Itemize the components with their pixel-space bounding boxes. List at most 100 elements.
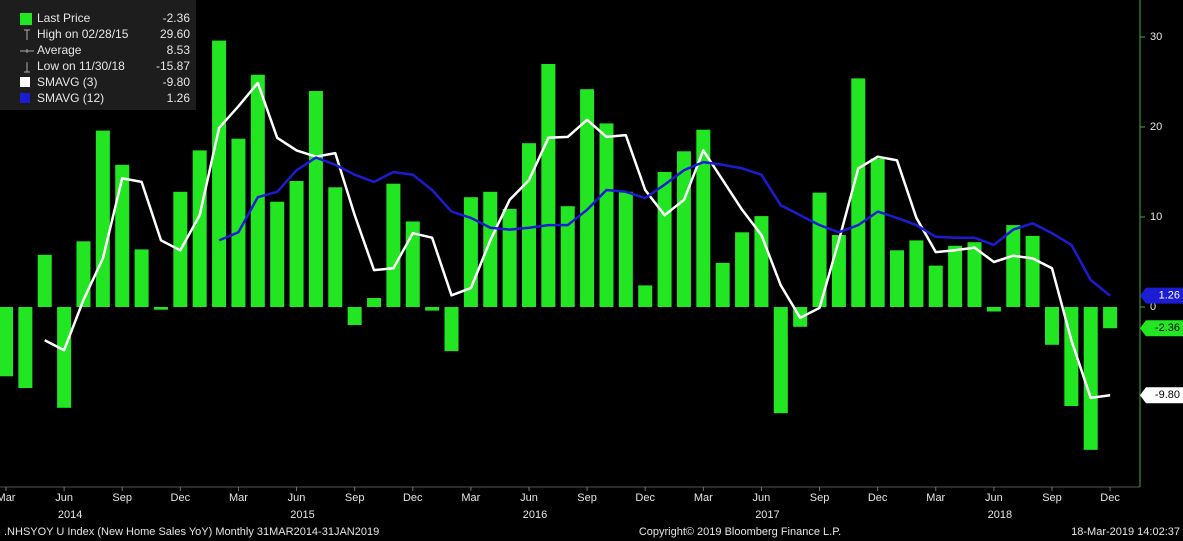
bar [444, 307, 459, 352]
bar [405, 221, 420, 307]
legend-label: Low on 11/30/18 [37, 59, 125, 73]
bar [153, 307, 168, 310]
legend-swatch [20, 77, 30, 87]
bar [986, 307, 1001, 312]
legend-label: Average [37, 43, 82, 57]
bar [192, 150, 207, 307]
x-tick-label: Dec [1100, 492, 1120, 504]
x-tick-label: Dec [868, 492, 888, 504]
bar [483, 191, 498, 307]
year-label: 2018 [988, 509, 1012, 521]
x-tick-label: Mar [926, 492, 945, 504]
bar [560, 206, 575, 307]
bar [1006, 225, 1021, 307]
bar [95, 130, 110, 307]
footer-left: .NHSYOY U Index (New Home Sales YoY) Mon… [4, 526, 379, 538]
legend-icon [24, 29, 30, 40]
bar [948, 245, 963, 307]
bar [696, 129, 711, 307]
x-tick-label: Mar [694, 492, 713, 504]
legend-value: 29.60 [160, 27, 190, 41]
bar [1025, 235, 1040, 307]
bar [386, 183, 401, 307]
y-tick-label: 10 [1150, 211, 1162, 223]
bar [909, 240, 924, 307]
bar [890, 250, 905, 307]
bar [715, 262, 730, 307]
legend-swatch [20, 13, 32, 25]
x-tick-label: Dec [171, 492, 191, 504]
bar [134, 249, 149, 307]
bar [502, 208, 517, 307]
legend-label: Last Price [37, 11, 91, 25]
x-tick-label: Jun [520, 492, 538, 504]
year-label: 2016 [523, 509, 547, 521]
bar [1103, 307, 1118, 329]
x-tick-label: Sep [1042, 492, 1062, 504]
bar [347, 307, 362, 325]
bar [773, 307, 788, 414]
bar [250, 74, 265, 307]
bar [1083, 307, 1098, 450]
legend-value: 1.26 [167, 91, 191, 105]
legend-label: High on 02/28/15 [37, 27, 129, 41]
bar [618, 191, 633, 307]
legend-swatch [20, 93, 30, 103]
legend-box [0, 0, 196, 110]
bar [231, 138, 246, 307]
x-tick-label: Mar [0, 492, 16, 504]
legend-icon [20, 49, 34, 53]
bar [18, 307, 33, 388]
line [44, 81, 1111, 400]
bar [638, 285, 653, 307]
legend-value: -2.36 [163, 11, 191, 25]
year-label: 2014 [58, 509, 82, 521]
x-tick-label: Mar [461, 492, 480, 504]
value-tag-label: -2.36 [1155, 322, 1180, 334]
value-tag-label: -9.80 [1155, 389, 1180, 401]
value-tag-label: 1.26 [1159, 290, 1180, 302]
bar [367, 298, 382, 307]
x-tick-label: Mar [229, 492, 248, 504]
legend-value: 8.53 [167, 43, 191, 57]
legend-value: -15.87 [156, 59, 190, 73]
bar [851, 78, 866, 308]
bar [115, 164, 130, 307]
bar [308, 91, 323, 307]
bar [580, 89, 595, 307]
x-tick-label: Jun [753, 492, 771, 504]
bar [270, 201, 285, 307]
y-tick-label: 0 [1150, 301, 1156, 313]
line [218, 156, 1111, 297]
bar [967, 242, 982, 307]
bar [831, 235, 846, 307]
x-tick-label: Jun [288, 492, 306, 504]
year-label: 2015 [290, 509, 314, 521]
bar [657, 172, 672, 307]
value-tag [1140, 387, 1183, 404]
bar [928, 265, 943, 307]
bar [289, 181, 304, 307]
bar [735, 232, 750, 307]
bar [541, 64, 556, 307]
legend-label: SMAVG (12) [37, 91, 104, 105]
bar [212, 40, 227, 307]
bar [425, 307, 440, 311]
legend-icon [24, 62, 30, 73]
x-tick-label: Dec [403, 492, 423, 504]
x-tick-label: Sep [577, 492, 597, 504]
bar [328, 187, 343, 307]
bar [1044, 307, 1059, 345]
bar [812, 192, 827, 307]
legend-value: -9.80 [163, 75, 191, 89]
x-tick-label: Dec [635, 492, 655, 504]
bar [0, 307, 13, 377]
x-tick-label: Sep [345, 492, 365, 504]
value-tag [1140, 320, 1183, 337]
legend-label: SMAVG (3) [37, 75, 97, 89]
bar [57, 307, 72, 408]
y-tick-label: 20 [1150, 121, 1162, 133]
bar [599, 123, 614, 308]
